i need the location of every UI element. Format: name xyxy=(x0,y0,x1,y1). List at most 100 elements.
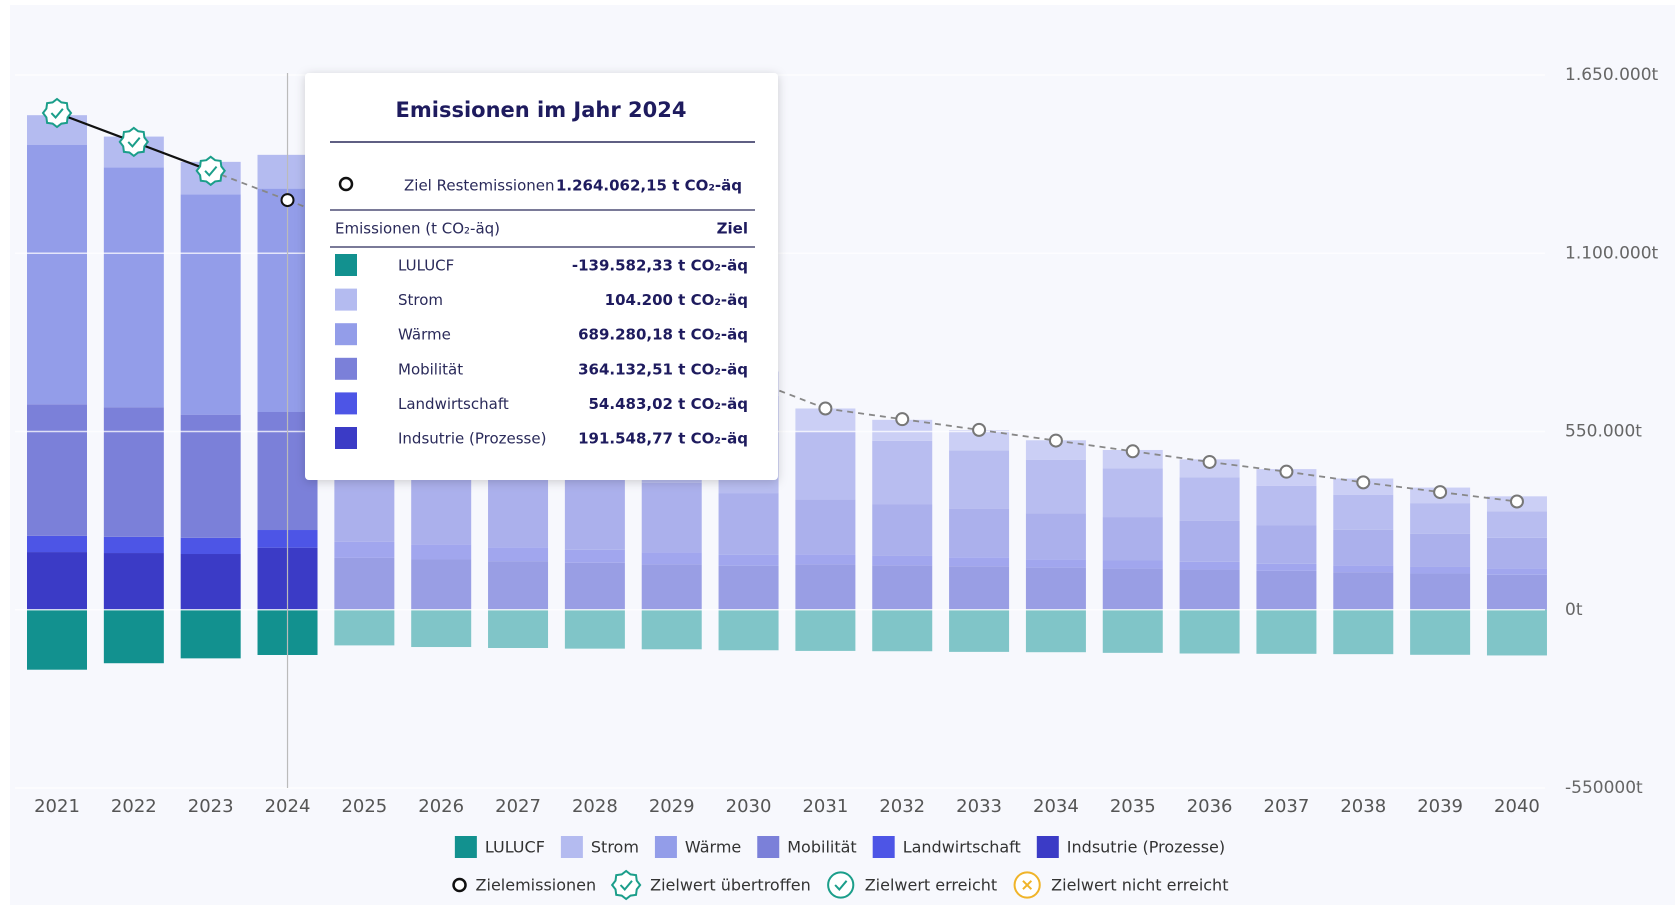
bar-segment xyxy=(872,419,933,441)
legend-swatch xyxy=(560,836,583,858)
bar-segment xyxy=(488,609,549,648)
bar-segment xyxy=(872,440,933,505)
x-tick-label: 2028 xyxy=(572,796,618,817)
tooltip-swatch xyxy=(335,288,357,311)
target-line-segment xyxy=(1209,461,1287,473)
target-marker xyxy=(818,401,833,416)
target-line-segment xyxy=(1055,439,1133,453)
legend-item: Landwirtschaft xyxy=(872,836,1021,858)
target-line-segment xyxy=(133,140,212,172)
bar-segment xyxy=(795,554,856,565)
target-marker xyxy=(195,155,226,187)
bar-segment xyxy=(27,609,87,670)
bar-segment xyxy=(718,554,779,566)
bar-segment xyxy=(1025,559,1086,568)
bar-segment xyxy=(334,609,395,646)
target-marker xyxy=(280,193,295,208)
tooltip-swatch xyxy=(335,427,357,449)
bar-segment xyxy=(718,493,779,555)
bar-segment xyxy=(872,555,933,566)
badge xyxy=(41,97,73,129)
y-tick-label: 550.000t xyxy=(1565,422,1642,442)
bar-segment xyxy=(103,536,164,554)
bar-segment xyxy=(1486,574,1547,610)
tooltip-value: 191.548,77 t CO₂-äq xyxy=(578,430,748,448)
bar-segment xyxy=(1333,572,1394,610)
x-tick-label: 2021 xyxy=(34,796,80,817)
bar-segment xyxy=(334,541,395,558)
legend-item: Mobilität xyxy=(757,836,857,858)
legend-item: Zielwert übertroffen xyxy=(610,869,811,901)
bar-segment xyxy=(1486,568,1547,575)
legend-marker xyxy=(452,877,467,893)
x-tick-label: 2032 xyxy=(879,796,925,817)
bar-segment xyxy=(564,549,625,563)
tooltip-series-name: Mobilität xyxy=(398,360,463,378)
bar-segment xyxy=(1256,525,1317,564)
x-tick-label: 2036 xyxy=(1187,796,1233,817)
bar-segment xyxy=(795,431,856,500)
bar-segment xyxy=(1486,609,1547,656)
x-tick-label: 2025 xyxy=(341,796,387,817)
bar-segment xyxy=(872,565,933,610)
bar-segment xyxy=(872,609,933,652)
y-tick-label: 0t xyxy=(1565,600,1583,620)
legend-swatch xyxy=(454,836,477,858)
bar-segment xyxy=(1486,537,1547,569)
tooltip-series-name: LULUCF xyxy=(398,257,454,275)
legend-swatch xyxy=(654,836,677,858)
x-tick-label: 2037 xyxy=(1264,796,1310,817)
bar-segment xyxy=(411,559,472,610)
target-marker xyxy=(1048,433,1063,448)
x-tick-label: 2033 xyxy=(956,796,1002,817)
legend-item: Strom xyxy=(560,836,639,858)
legend-label: Indsutrie (Prozesse) xyxy=(1067,838,1225,857)
target-line-segment xyxy=(210,169,288,201)
bar-segment xyxy=(641,564,702,610)
bar-segment xyxy=(103,553,164,610)
bar-segment xyxy=(564,562,625,610)
tooltip-box xyxy=(305,73,778,480)
bar-segment xyxy=(1102,449,1163,469)
tooltip-series-name: Wärme xyxy=(398,326,451,344)
bar-segment xyxy=(1179,477,1240,521)
bar-segment xyxy=(27,404,87,536)
badge xyxy=(118,126,150,158)
legend-item: Indsutrie (Prozesse) xyxy=(1036,836,1225,858)
bar-segment xyxy=(949,557,1010,567)
legend-label: Zielemissionen xyxy=(476,876,597,895)
x-tick-label: 2026 xyxy=(418,796,464,817)
badge xyxy=(827,871,855,899)
bar-segment xyxy=(1486,511,1547,538)
bar-segment xyxy=(103,167,164,408)
tooltip-swatch xyxy=(335,323,357,346)
bar-segment xyxy=(103,407,164,537)
x-tick-label: 2031 xyxy=(802,796,848,817)
bar-segment xyxy=(949,450,1010,509)
bar-segment xyxy=(564,609,625,649)
tooltip-value: 54.483,02 t CO₂-äq xyxy=(589,395,749,413)
bar-segment xyxy=(1410,609,1471,655)
tooltip-series-name: Landwirtschaft xyxy=(398,395,509,413)
legend-item: LULUCF xyxy=(454,836,545,858)
y-tick-label: 1.100.000t xyxy=(1565,243,1659,263)
bar-segment xyxy=(1025,440,1086,460)
target-icon xyxy=(338,176,354,192)
target-line-segment xyxy=(1132,450,1210,463)
bar-segment xyxy=(1102,560,1163,569)
target-line-segment xyxy=(1440,491,1518,503)
legend-label: Zielwert erreicht xyxy=(865,876,997,895)
tooltip-series-name: Strom xyxy=(398,291,443,309)
legend-label: Landwirtschaft xyxy=(903,838,1021,857)
legend: Zielemissionen Zielwert übertroffen Zielwe… xyxy=(452,869,1228,901)
bar-segment xyxy=(718,565,779,610)
bar-segment xyxy=(1102,517,1163,561)
bar-segment xyxy=(180,537,241,555)
tooltip-title: Emissionen im Jahr 2024 xyxy=(396,98,687,122)
target-value: 1.264.062,15 t CO₂-äq xyxy=(556,177,742,195)
legend-label: Wärme xyxy=(685,838,741,857)
tooltip-value: -139.582,33 t CO₂-äq xyxy=(572,257,748,275)
tooltip-header: Ziel xyxy=(717,220,748,238)
